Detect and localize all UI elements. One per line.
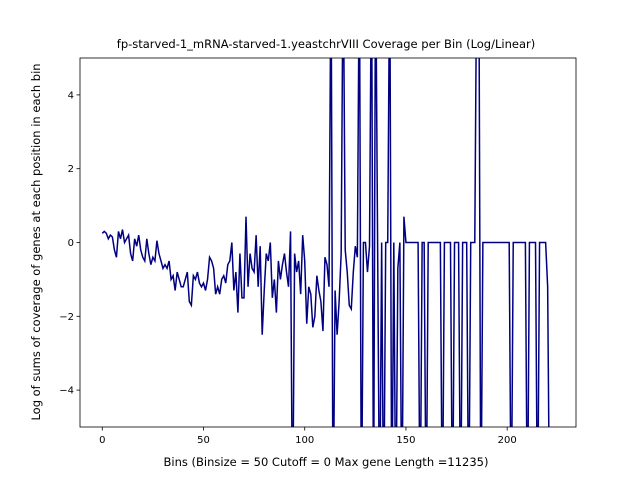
y-tick-label: −4 bbox=[59, 386, 74, 397]
x-axis-label: Bins (Binsize = 50 Cutoff = 0 Max gene L… bbox=[164, 455, 489, 469]
y-tick-label: 0 bbox=[68, 238, 74, 249]
y-tick-label: 2 bbox=[68, 164, 74, 175]
chart-title: fp-starved-1_mRNA-starved-1.yeastchrVIII… bbox=[117, 37, 535, 51]
y-axis-label: Log of sums of coverage of genes at each… bbox=[29, 63, 43, 420]
x-tick-label: 200 bbox=[498, 435, 517, 446]
y-tick-label: 4 bbox=[68, 90, 74, 101]
x-tick-label: 50 bbox=[197, 435, 210, 446]
x-tick-label: 100 bbox=[295, 435, 314, 446]
x-tick-label: 0 bbox=[99, 435, 105, 446]
data-line bbox=[101, 58, 550, 427]
y-tick-label: −2 bbox=[59, 312, 74, 323]
x-tick-label: 150 bbox=[396, 435, 415, 446]
